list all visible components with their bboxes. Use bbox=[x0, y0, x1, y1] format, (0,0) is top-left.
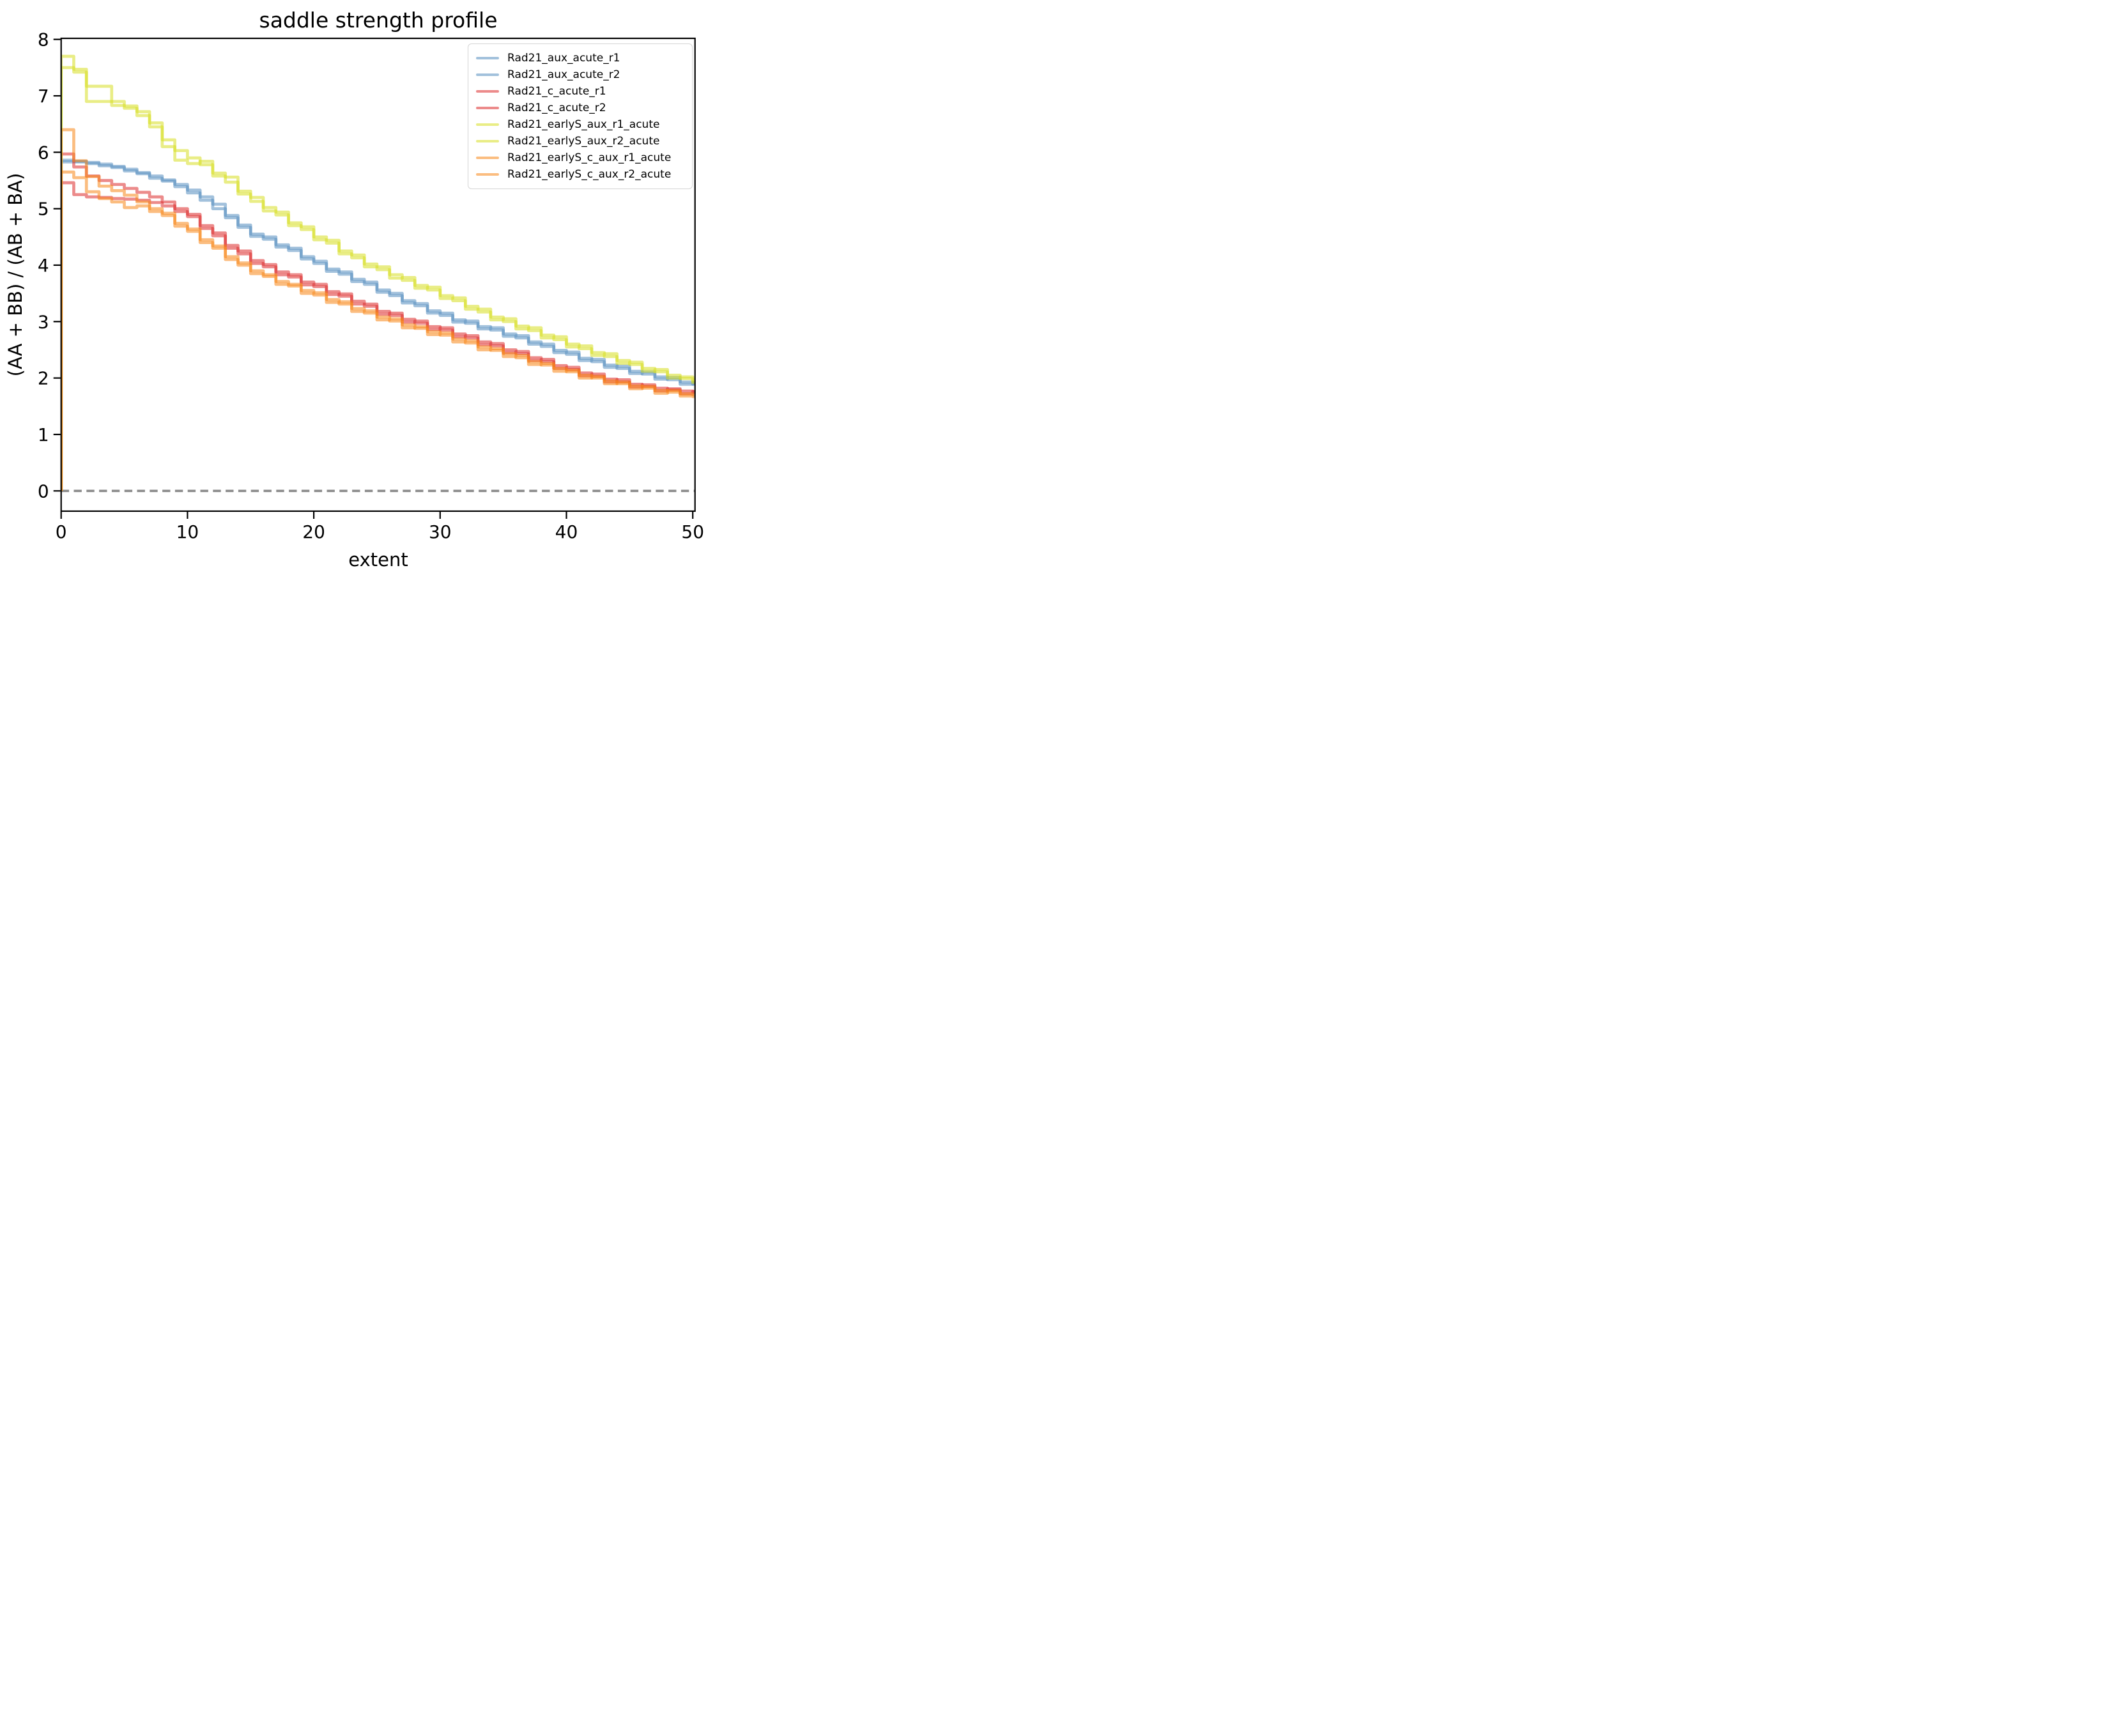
legend-item: Rad21_earlyS_c_aux_r1_acute bbox=[476, 150, 684, 166]
series-line-Rad21_earlyS_c_aux_r2_acute bbox=[61, 170, 695, 491]
legend-label: Rad21_earlyS_aux_r2_acute bbox=[507, 134, 660, 148]
legend-line-swatch bbox=[476, 140, 499, 142]
y-tick-label: 0 bbox=[38, 480, 49, 502]
x-tick-label: 40 bbox=[555, 521, 578, 542]
legend-label: Rad21_c_acute_r2 bbox=[507, 101, 606, 114]
series-line-Rad21_c_acute_r1 bbox=[61, 152, 695, 491]
legend-line-swatch bbox=[476, 157, 499, 159]
legend-line-swatch bbox=[476, 73, 499, 76]
legend-item: Rad21_earlyS_c_aux_r2_acute bbox=[476, 166, 684, 183]
legend-label: Rad21_earlyS_aux_r1_acute bbox=[507, 118, 660, 131]
y-ticks: 0 1 2 3 4 5 6 7 8 bbox=[38, 29, 61, 502]
legend-label: Rad21_aux_acute_r2 bbox=[507, 68, 620, 81]
figure: saddle strength profile 0 10 20 30 40 50 0 1 2 3… bbox=[0, 0, 707, 579]
x-tick-label: 10 bbox=[176, 521, 199, 542]
legend-line-swatch bbox=[476, 107, 499, 109]
chart-title: saddle strength profile bbox=[259, 8, 498, 33]
y-tick-label: 1 bbox=[38, 424, 49, 445]
legend-label: Rad21_aux_acute_r1 bbox=[507, 51, 620, 65]
y-tick-label: 4 bbox=[38, 255, 49, 276]
y-axis-label: (AA + BB) / (AB + BA) bbox=[4, 173, 26, 377]
y-tick-label: 7 bbox=[38, 86, 49, 107]
y-tick-label: 6 bbox=[38, 142, 49, 163]
legend-item: Rad21_earlyS_aux_r2_acute bbox=[476, 133, 684, 150]
legend-line-swatch bbox=[476, 173, 499, 176]
legend-line-swatch bbox=[476, 123, 499, 126]
legend-item: Rad21_aux_acute_r2 bbox=[476, 66, 684, 83]
series-lines bbox=[61, 54, 695, 491]
x-ticks: 0 10 20 30 40 50 bbox=[56, 512, 704, 542]
y-tick-label: 3 bbox=[38, 311, 49, 332]
series-line-Rad21_aux_acute_r2 bbox=[61, 160, 695, 491]
y-tick-label: 8 bbox=[38, 29, 49, 50]
legend-item: Rad21_c_acute_r1 bbox=[476, 83, 684, 100]
x-tick-label: 30 bbox=[429, 521, 452, 542]
x-tick-label: 20 bbox=[302, 521, 325, 542]
legend-item: Rad21_c_acute_r2 bbox=[476, 100, 684, 116]
legend-label: Rad21_c_acute_r1 bbox=[507, 84, 606, 98]
y-tick-label: 5 bbox=[38, 199, 49, 220]
legend-label: Rad21_earlyS_c_aux_r2_acute bbox=[507, 167, 672, 181]
legend-item: Rad21_earlyS_aux_r1_acute bbox=[476, 116, 684, 133]
plot-border bbox=[60, 37, 696, 512]
x-tick-label: 50 bbox=[681, 521, 704, 542]
chart-svg: saddle strength profile 0 10 20 30 40 50 0 1 2 3… bbox=[4, 8, 704, 571]
legend-line-swatch bbox=[476, 90, 499, 93]
legend-label: Rad21_earlyS_c_aux_r1_acute bbox=[507, 151, 672, 164]
y-tick-label: 2 bbox=[38, 368, 49, 389]
x-tick-label: 0 bbox=[56, 521, 67, 542]
x-axis-label: extent bbox=[348, 549, 408, 571]
legend-item: Rad21_aux_acute_r1 bbox=[476, 50, 684, 66]
legend: Rad21_aux_acute_r1 Rad21_aux_acute_r2 Ra… bbox=[468, 43, 693, 189]
series-line-Rad21_earlyS_aux_r2_acute bbox=[61, 66, 695, 491]
series-line-Rad21_c_acute_r2 bbox=[61, 181, 695, 491]
legend-line-swatch bbox=[476, 57, 499, 59]
